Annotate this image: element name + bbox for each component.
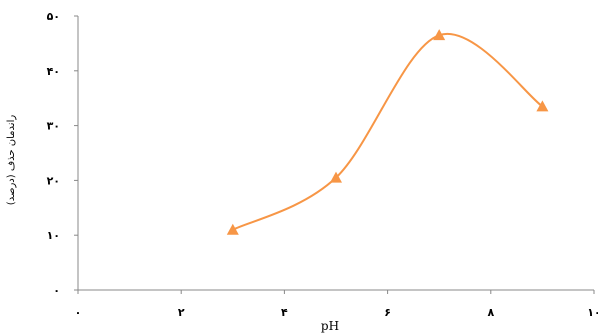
x-tick-label: ۰ bbox=[75, 306, 82, 319]
series-line bbox=[232, 32, 543, 231]
data-point-marker bbox=[536, 100, 549, 112]
data-point-marker bbox=[433, 29, 446, 41]
y-tick-label: ۵۰ bbox=[47, 10, 60, 23]
y-tick-label: ۴۰ bbox=[47, 65, 60, 78]
series-group bbox=[226, 29, 549, 235]
x-tick-label: ۶ bbox=[384, 306, 391, 319]
y-tick-label: ۳۰ bbox=[47, 120, 60, 133]
y-tick-label: ۱۰ bbox=[47, 229, 60, 242]
x-ticks: ۰ ۲ ۴ ۶ ۸ ۱۰ bbox=[75, 290, 598, 319]
y-ticks: ۰ ۱۰ ۲۰ ۳۰ ۴۰ ۵۰ bbox=[47, 10, 78, 297]
x-axis-title: pH bbox=[321, 319, 339, 333]
x-tick-label: ۴ bbox=[281, 306, 288, 319]
x-tick-label: ۱۰ bbox=[587, 306, 598, 319]
data-point-marker bbox=[226, 223, 239, 235]
x-tick-label: ۸ bbox=[487, 306, 494, 319]
x-tick-label: ۲ bbox=[178, 306, 185, 319]
y-axis-title: راندمان حذف (درصد) bbox=[6, 115, 17, 206]
y-tick-label: ۲۰ bbox=[47, 174, 60, 187]
y-tick-label: ۰ bbox=[53, 284, 60, 297]
data-point-marker bbox=[330, 171, 342, 183]
axes: ۰ ۱۰ ۲۰ ۳۰ ۴۰ ۵۰ ۰ ۲ ۴ ۶ ۸ ۱۰ bbox=[47, 10, 598, 319]
